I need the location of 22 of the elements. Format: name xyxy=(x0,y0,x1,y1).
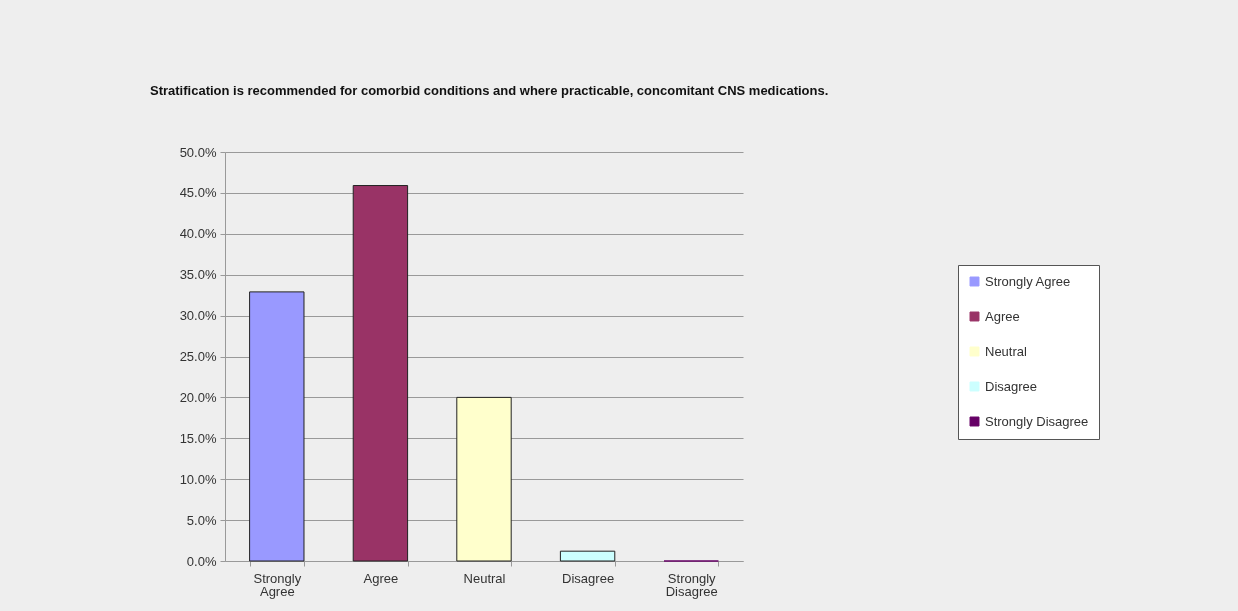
x-tick-label: Neutral xyxy=(463,570,506,586)
y-tick-label: 50.0% xyxy=(179,144,217,160)
legend-label: Neutral xyxy=(985,343,1028,359)
x-tick-label: Strongly Disagree xyxy=(665,570,718,599)
chart-title: Stratification is recommended for comorbid conditions and where practicable, concomitant CNS medications. xyxy=(150,83,829,98)
y-tick-label: 10.0% xyxy=(179,471,217,487)
y-tick-label: 0.0% xyxy=(186,553,217,569)
x-tick-label: Agree xyxy=(363,570,399,586)
y-tick-label: 30.0% xyxy=(179,308,217,324)
y-tick-label: 35.0% xyxy=(179,267,217,283)
legend-label: Strongly Disagree xyxy=(985,413,1089,429)
y-tick-label: 5.0% xyxy=(186,512,217,528)
legend-label: Strongly Agree xyxy=(985,273,1071,289)
x-tick-label: Disagree xyxy=(562,570,615,586)
y-tick-label: 25.0% xyxy=(179,349,217,364)
y-tick-label: 20.0% xyxy=(179,389,217,405)
y-tick-label: 45.0% xyxy=(179,185,217,201)
legend-label: Disagree xyxy=(985,378,1038,394)
legend-label: Agree xyxy=(985,308,1020,324)
x-tick-label: Strongly Agree xyxy=(253,570,302,599)
y-tick-label: 40.0% xyxy=(179,226,217,242)
y-tick-label: 15.0% xyxy=(179,430,217,446)
